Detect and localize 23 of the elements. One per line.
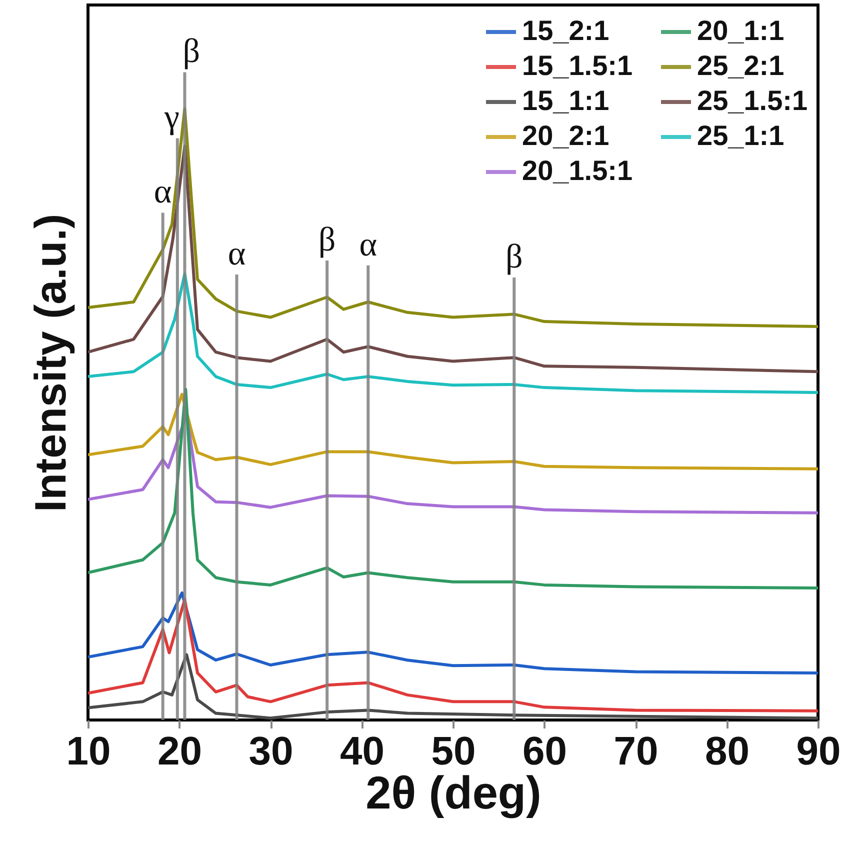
ref-line-label: γ [163,99,180,136]
ref-line-label: β [505,238,523,276]
legend-label: 15_2:1 [522,15,610,46]
legend-label: 25_2:1 [697,50,784,81]
x-tick-label: 30 [248,730,294,774]
legend-label: 15_1.5:1 [522,50,633,81]
y-axis-title: Intensity (a.u.) [26,214,76,512]
ref-line-label: β [182,33,200,70]
legend-label: 20_1.5:1 [522,155,633,186]
x-tick-label: 10 [66,730,111,774]
legend-label: 25_1:1 [697,120,784,151]
ref-line-label: α [228,235,246,272]
ref-line-label: α [359,226,378,264]
x-tick-label: 90 [796,730,841,774]
legend-label: 20_1:1 [697,15,784,46]
x-tick-label: 20 [158,730,202,774]
legend-label: 25_1.5:1 [697,85,808,116]
x-tick-label: 80 [705,730,750,774]
legend-label: 20_2:1 [522,120,610,151]
ref-line-label: α [154,174,172,211]
legend-label: 15_1:1 [522,85,610,116]
ref-line-label: β [318,221,336,258]
x-tick-label: 70 [614,730,658,774]
